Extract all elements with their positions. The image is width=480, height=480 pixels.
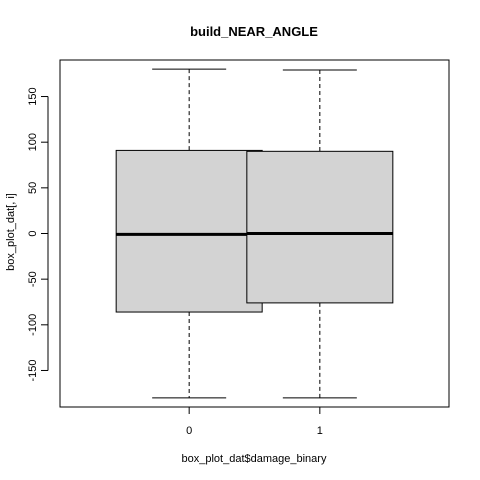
y-tick-label: -100: [27, 314, 39, 336]
y-axis: 150 100 50 0 -50 -100 -150: [27, 87, 49, 381]
y-tick-label: -150: [27, 359, 39, 381]
x-tick-label: 0: [186, 425, 192, 437]
x-axis-label: box_plot_dat$damage_binary: [182, 453, 327, 465]
box-iqr: [115, 149, 263, 313]
box-0: [115, 68, 263, 399]
box-1: [246, 69, 394, 399]
y-tick-label: 50: [27, 182, 39, 194]
y-tick-label: -50: [27, 271, 39, 287]
y-axis-label: box_plot_dat[, i]: [5, 193, 17, 271]
boxes: [115, 68, 394, 399]
box-iqr: [246, 150, 394, 304]
y-tick-label: 100: [27, 133, 39, 151]
y-tick-label: 150: [27, 87, 39, 105]
x-tick-label: 1: [317, 425, 323, 437]
chart-title: build_NEAR_ANGLE: [190, 24, 318, 39]
y-tick-label: 0: [27, 230, 39, 236]
